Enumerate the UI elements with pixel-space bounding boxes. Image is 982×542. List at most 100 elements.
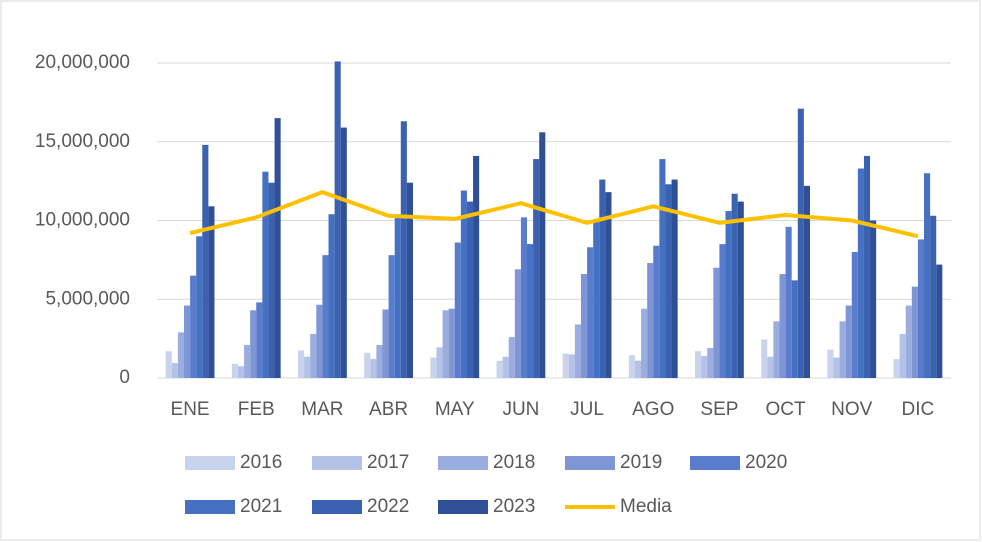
- bar: [857, 168, 864, 378]
- x-tick-label: DIC: [902, 399, 935, 420]
- x-tick-label: JUN: [502, 399, 539, 420]
- bar: [725, 211, 732, 378]
- x-tick-label: AGO: [632, 399, 674, 420]
- bar: [665, 184, 672, 378]
- bar: [473, 155, 480, 378]
- bar: [593, 222, 600, 378]
- x-tick-label: NOV: [831, 399, 873, 420]
- bar: [382, 309, 389, 378]
- bar: [911, 286, 918, 378]
- bar: [930, 215, 937, 378]
- bar: [803, 185, 810, 378]
- x-tick-label: OCT: [766, 399, 807, 420]
- bar: [208, 206, 215, 378]
- bar: [322, 255, 329, 378]
- bar: [370, 359, 377, 378]
- bar: [659, 159, 666, 378]
- bar: [237, 366, 245, 378]
- bar: [298, 350, 305, 378]
- bar: [641, 308, 648, 378]
- bar: [496, 360, 503, 378]
- bar: [791, 280, 798, 378]
- bar: [568, 354, 575, 378]
- bar: [527, 244, 534, 378]
- bar: [231, 363, 238, 378]
- bar: [448, 308, 455, 378]
- bar: [580, 274, 588, 378]
- bar: [785, 226, 792, 378]
- bar: [870, 220, 877, 378]
- bar: [599, 179, 606, 378]
- x-tick-label: SEP: [700, 399, 738, 420]
- bar: [165, 351, 172, 378]
- bar: [202, 144, 209, 378]
- bar: [839, 321, 846, 378]
- bar: [761, 339, 768, 378]
- bar: [905, 305, 912, 378]
- line: [189, 190, 919, 239]
- bar: [851, 252, 858, 378]
- bar: [316, 304, 323, 378]
- x-tick-label: JUL: [570, 399, 604, 420]
- x-tick-label: MAR: [301, 399, 343, 420]
- bar: [539, 132, 546, 378]
- bar: [514, 269, 521, 378]
- bar: [196, 236, 203, 378]
- bar: [310, 333, 317, 378]
- bar: [256, 302, 263, 378]
- bar: [833, 357, 840, 378]
- bar: [713, 267, 720, 378]
- bar: [454, 242, 461, 378]
- bar: [893, 359, 900, 378]
- bar: [388, 255, 395, 378]
- legend-swatch: [438, 500, 488, 514]
- bar: [406, 182, 413, 378]
- legend-swatch: [185, 500, 235, 514]
- bar: [376, 344, 383, 378]
- bar: [171, 363, 178, 378]
- bar: [520, 217, 528, 378]
- bar: [587, 247, 594, 378]
- bar: [845, 305, 852, 378]
- bar: [899, 333, 906, 378]
- x-tick-label: FEB: [238, 399, 275, 420]
- bar: [779, 274, 786, 378]
- legend-swatch: [565, 456, 615, 470]
- bar: [767, 356, 774, 378]
- bar: [508, 337, 515, 378]
- legend-swatch: [438, 456, 488, 470]
- legend-label: 2016: [240, 452, 282, 473]
- bar: [250, 310, 257, 378]
- bar: [244, 344, 251, 378]
- legend-label: Media: [620, 496, 672, 517]
- bar: [274, 118, 281, 378]
- bar: [628, 355, 635, 378]
- legend-label: 2017: [367, 452, 409, 473]
- legend-label: 2018: [493, 452, 535, 473]
- x-tick-label: ENE: [171, 399, 210, 420]
- y-tick-label: 10,000,000: [35, 210, 130, 231]
- bar: [695, 351, 702, 378]
- bar: [936, 264, 943, 378]
- bar: [701, 355, 708, 378]
- legend-label: 2021: [240, 496, 282, 517]
- bar: [647, 263, 654, 378]
- bar: [562, 353, 569, 378]
- bar: [719, 244, 726, 378]
- bar: [634, 360, 642, 378]
- bar: [827, 349, 834, 378]
- bar: [430, 357, 437, 378]
- legend-swatch: [312, 456, 362, 470]
- bar: [502, 356, 509, 378]
- bar: [707, 348, 714, 378]
- bar: [328, 214, 335, 378]
- bar: [533, 159, 540, 378]
- legend-swatch: [690, 456, 740, 470]
- bar: [466, 201, 474, 378]
- bar: [773, 321, 780, 378]
- bar: [400, 121, 407, 379]
- y-tick-label: 5,000,000: [45, 288, 130, 309]
- y-tick-label: 15,000,000: [35, 131, 130, 152]
- bar: [334, 61, 341, 379]
